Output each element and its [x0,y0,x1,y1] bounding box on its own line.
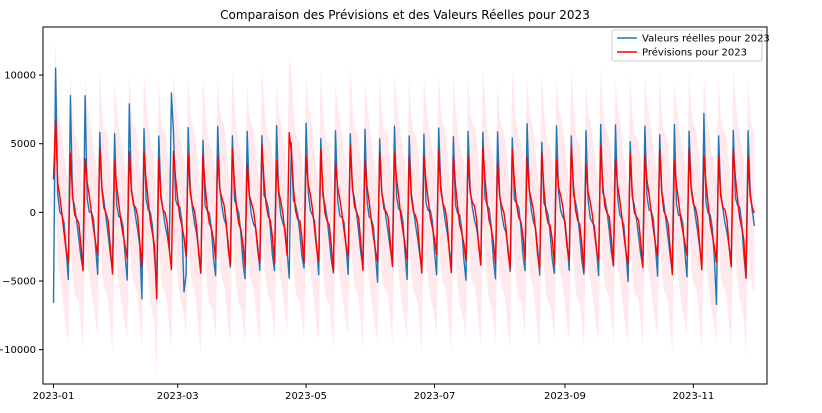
y-tick-label: −10000 [0,345,36,356]
y-tick-label: −5000 [2,277,36,288]
legend-frame [611,29,763,62]
series-line-forecast [52,119,756,300]
legend-label-actual: Valeurs réelles pour 2023 [642,33,770,45]
x-tick-label: 2023-05 [285,391,327,402]
x-tick-label: 2023-03 [157,391,199,402]
y-tick-label: 10000 [4,71,36,82]
y-tick-label: 5000 [11,139,36,150]
x-tick-label: 2023-09 [544,391,586,402]
legend: Valeurs réelles pour 2023 Prévisions pou… [611,29,770,62]
x-tick-label: 2023-11 [672,391,714,402]
chart-title: Comparaison des Prévisions et des Valeur… [220,8,590,22]
plot-area: −10000 −5000 0 5000 10000 2023-01 2023-03 2023-… [0,26,768,402]
y-tick-label: 0 [30,208,36,219]
confidence-band [53,40,755,379]
legend-label-forecast: Prévisions pour 2023 [642,47,747,59]
x-tick-label: 2023-01 [33,391,75,402]
plot-frame [42,26,768,385]
x-tick-label: 2023-07 [414,391,456,402]
